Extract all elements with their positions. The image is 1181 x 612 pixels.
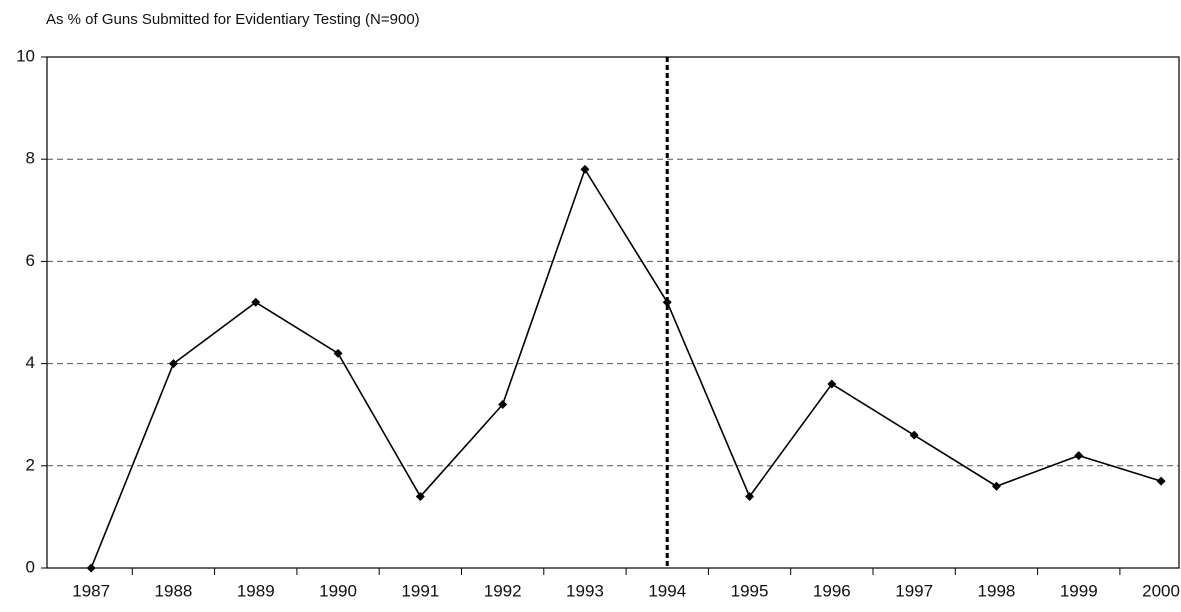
x-tick-label: 1990 — [319, 581, 357, 600]
x-tick-label: 1995 — [731, 581, 769, 600]
x-tick-label: 1987 — [72, 581, 110, 600]
data-line — [90, 167, 1162, 569]
data-point — [333, 348, 343, 358]
data-point — [1074, 451, 1084, 461]
data-point — [498, 399, 508, 409]
chart-title: As % of Guns Submitted for Evidentiary T… — [46, 11, 420, 28]
data-point — [1156, 476, 1166, 486]
y-tick-label: 0 — [26, 557, 35, 576]
x-tick-label: 1989 — [237, 581, 275, 600]
y-tick-label: 2 — [26, 455, 35, 474]
y-tick-label: 6 — [26, 251, 35, 270]
data-point — [86, 563, 96, 573]
x-tick-label: 1994 — [648, 581, 686, 600]
data-point — [745, 491, 755, 501]
data-point — [827, 379, 837, 389]
x-tick-label: 1999 — [1060, 581, 1098, 600]
y-tick-label: 8 — [26, 149, 35, 168]
data-point — [168, 359, 178, 369]
x-tick-label: 1996 — [813, 581, 851, 600]
data-point — [580, 164, 590, 174]
x-tick-label: 1997 — [895, 581, 933, 600]
data-point — [415, 491, 425, 501]
data-point — [662, 297, 672, 307]
x-tick-label: 1988 — [155, 581, 193, 600]
x-tick-label: 1991 — [401, 581, 439, 600]
x-tick-label: 1993 — [566, 581, 604, 600]
data-point — [991, 481, 1001, 491]
x-tick-label: 1998 — [978, 581, 1016, 600]
data-point — [251, 297, 261, 307]
x-tick-label: 1992 — [484, 581, 522, 600]
y-tick-label: 10 — [16, 46, 35, 65]
data-point — [909, 430, 919, 440]
x-tick-label: 2000 — [1142, 581, 1180, 600]
y-tick-label: 4 — [26, 353, 35, 372]
plot-frame — [46, 56, 1180, 569]
